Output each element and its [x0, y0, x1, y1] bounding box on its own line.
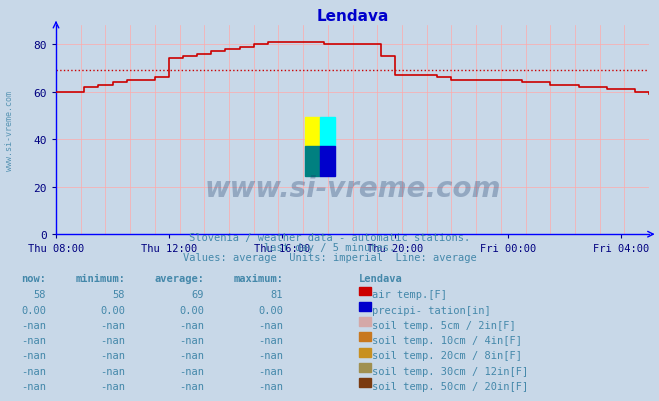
Text: 81: 81	[271, 290, 283, 300]
Text: precipi- tation[in]: precipi- tation[in]	[372, 305, 491, 315]
Text: -nan: -nan	[258, 366, 283, 376]
Text: www.si-vreme.com: www.si-vreme.com	[204, 175, 501, 203]
Title: Lendava: Lendava	[316, 8, 389, 24]
Text: air temp.[F]: air temp.[F]	[372, 290, 447, 300]
Text: last day / 5 minutes.: last day / 5 minutes.	[264, 243, 395, 253]
Text: -nan: -nan	[100, 366, 125, 376]
Text: 58: 58	[34, 290, 46, 300]
Bar	[320, 147, 335, 176]
Text: -nan: -nan	[21, 350, 46, 360]
Text: -nan: -nan	[100, 381, 125, 391]
Text: -nan: -nan	[21, 366, 46, 376]
Text: soil temp. 30cm / 12in[F]: soil temp. 30cm / 12in[F]	[372, 366, 529, 376]
Text: -nan: -nan	[21, 320, 46, 330]
Text: 0.00: 0.00	[258, 305, 283, 315]
Bar	[320, 118, 335, 147]
Text: average:: average:	[154, 273, 204, 284]
Bar	[305, 147, 320, 176]
Text: -nan: -nan	[179, 335, 204, 345]
Text: soil temp. 5cm / 2in[F]: soil temp. 5cm / 2in[F]	[372, 320, 516, 330]
Text: -nan: -nan	[258, 320, 283, 330]
Text: soil temp. 10cm / 4in[F]: soil temp. 10cm / 4in[F]	[372, 335, 522, 345]
Text: -nan: -nan	[21, 381, 46, 391]
Text: 69: 69	[192, 290, 204, 300]
Text: now:: now:	[21, 273, 46, 284]
Text: -nan: -nan	[100, 320, 125, 330]
Text: -nan: -nan	[258, 381, 283, 391]
Text: 58: 58	[113, 290, 125, 300]
Text: Slovenia / weather data - automatic stations.: Slovenia / weather data - automatic stat…	[189, 233, 470, 243]
Text: Lendava: Lendava	[359, 273, 403, 284]
Text: -nan: -nan	[179, 320, 204, 330]
Text: -nan: -nan	[179, 350, 204, 360]
Text: www.si-vreme.com: www.si-vreme.com	[5, 90, 14, 170]
Text: -nan: -nan	[100, 350, 125, 360]
Text: soil temp. 20cm / 8in[F]: soil temp. 20cm / 8in[F]	[372, 350, 522, 360]
Text: -nan: -nan	[179, 366, 204, 376]
Text: maximum:: maximum:	[233, 273, 283, 284]
Text: -nan: -nan	[258, 350, 283, 360]
Text: -nan: -nan	[21, 335, 46, 345]
Text: 0.00: 0.00	[100, 305, 125, 315]
Text: Values: average  Units: imperial  Line: average: Values: average Units: imperial Line: av…	[183, 253, 476, 263]
Bar	[305, 118, 320, 147]
Text: minimum:: minimum:	[75, 273, 125, 284]
Text: 0.00: 0.00	[21, 305, 46, 315]
Text: -nan: -nan	[100, 335, 125, 345]
Text: -nan: -nan	[179, 381, 204, 391]
Text: -nan: -nan	[258, 335, 283, 345]
Text: 0.00: 0.00	[179, 305, 204, 315]
Text: soil temp. 50cm / 20in[F]: soil temp. 50cm / 20in[F]	[372, 381, 529, 391]
